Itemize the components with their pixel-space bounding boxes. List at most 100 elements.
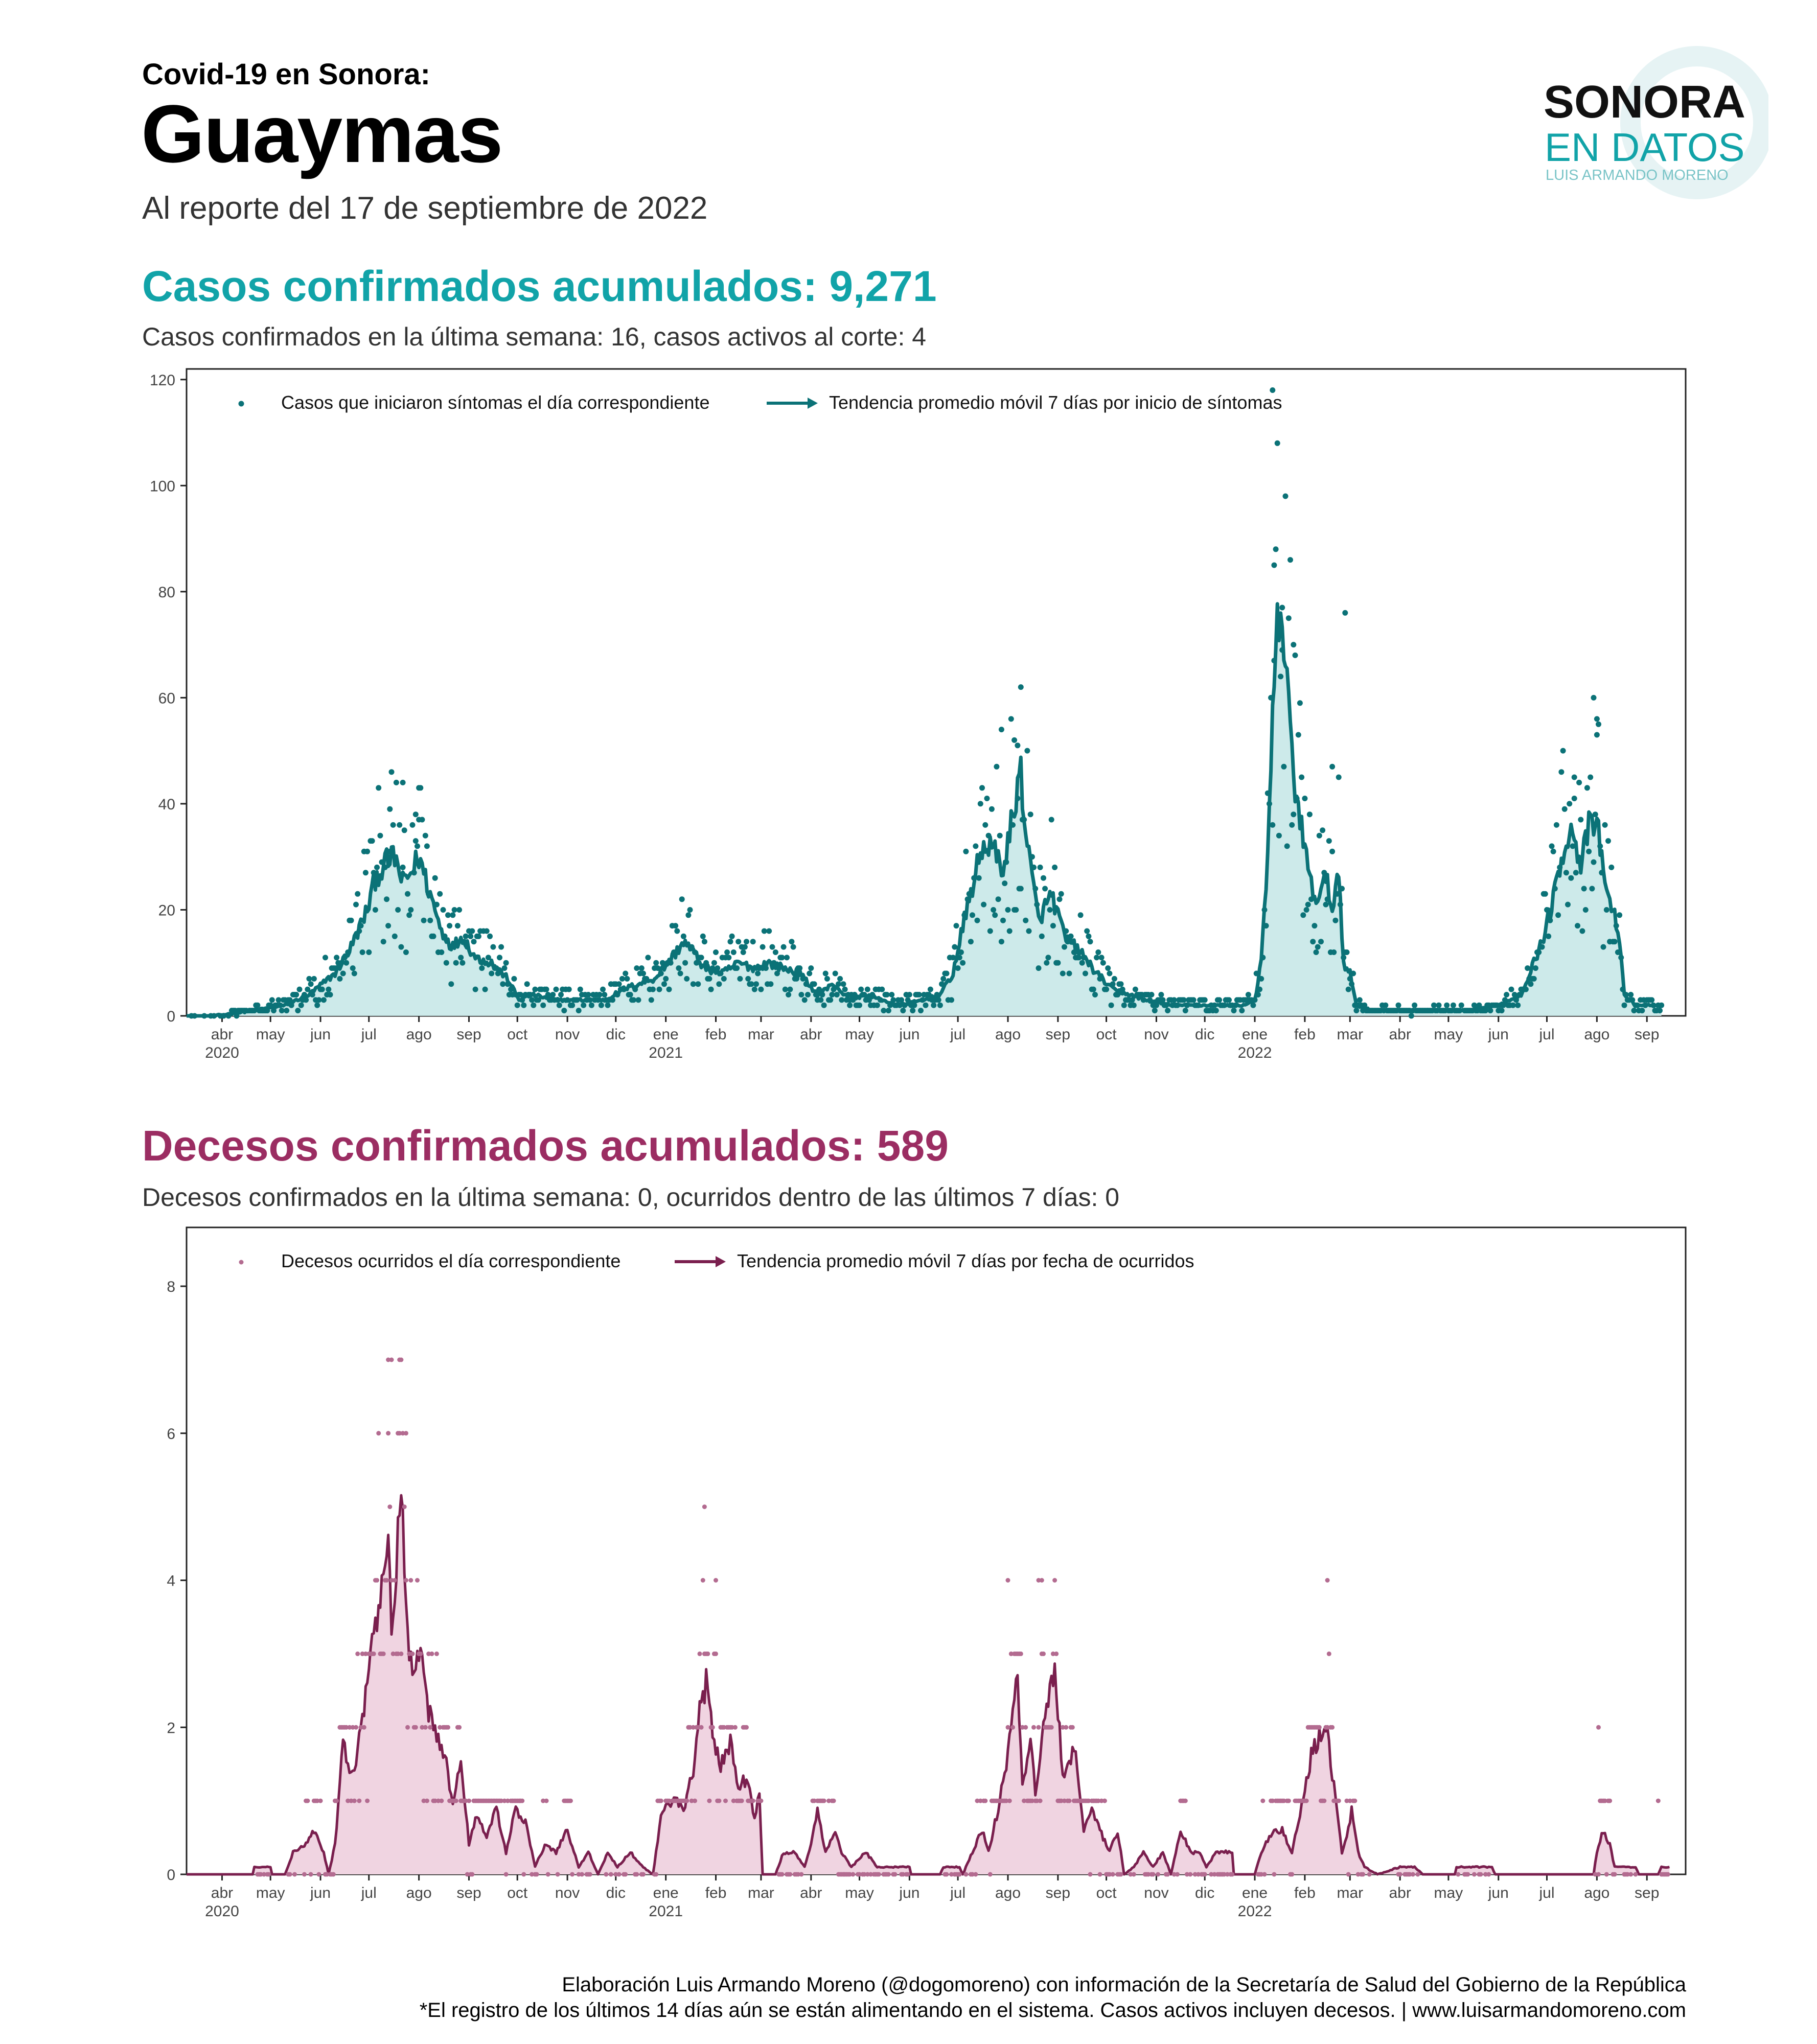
daily-point bbox=[1604, 1872, 1609, 1877]
daily-point bbox=[1171, 997, 1177, 1003]
daily-point bbox=[1222, 1872, 1227, 1877]
x-tick-label: sep bbox=[1635, 1885, 1659, 1901]
daily-point bbox=[949, 997, 954, 1003]
daily-point bbox=[302, 992, 307, 997]
daily-point bbox=[897, 1002, 903, 1008]
legend-arrow-key bbox=[808, 398, 818, 409]
x-tick-label: sep bbox=[456, 1026, 481, 1043]
daily-point bbox=[1334, 891, 1340, 897]
daily-point bbox=[663, 975, 669, 982]
daily-point bbox=[1060, 970, 1066, 977]
daily-point bbox=[1285, 615, 1292, 621]
daily-point bbox=[906, 992, 912, 997]
daily-point bbox=[842, 986, 848, 992]
daily-point bbox=[1121, 1002, 1127, 1008]
daily-point bbox=[1596, 721, 1601, 727]
daily-point bbox=[585, 992, 591, 997]
daily-point bbox=[703, 960, 709, 966]
x-tick-label: ago bbox=[995, 1026, 1021, 1043]
daily-point bbox=[1588, 774, 1594, 780]
daily-point bbox=[564, 997, 570, 1003]
daily-point bbox=[716, 981, 722, 987]
daily-point bbox=[495, 970, 501, 977]
daily-point bbox=[1095, 949, 1101, 955]
daily-point bbox=[1192, 1872, 1198, 1877]
daily-point bbox=[305, 1798, 310, 1803]
daily-point bbox=[1184, 1872, 1189, 1877]
x-tick-label: mar bbox=[748, 1026, 774, 1043]
daily-point bbox=[956, 955, 962, 961]
daily-point bbox=[978, 1798, 983, 1803]
daily-point bbox=[543, 986, 549, 992]
daily-point bbox=[1010, 1725, 1015, 1730]
daily-point bbox=[911, 1002, 917, 1008]
daily-point bbox=[405, 1725, 410, 1730]
x-tick-label: ene bbox=[1242, 1885, 1268, 1901]
daily-point bbox=[1650, 1002, 1657, 1008]
daily-point bbox=[685, 912, 692, 918]
daily-point bbox=[1062, 1798, 1067, 1803]
daily-point bbox=[309, 992, 315, 997]
daily-point bbox=[1034, 901, 1040, 908]
daily-point bbox=[1099, 1798, 1104, 1803]
daily-point bbox=[500, 981, 506, 987]
cases-heading: Casos confirmados acumulados: 9,271 bbox=[142, 262, 937, 310]
daily-point bbox=[502, 1798, 507, 1803]
daily-point bbox=[1065, 939, 1071, 945]
daily-point bbox=[1230, 1872, 1235, 1877]
daily-point bbox=[1010, 822, 1016, 828]
daily-point bbox=[1571, 796, 1577, 801]
daily-point bbox=[458, 955, 464, 961]
x-year-label: 2021 bbox=[649, 1903, 683, 1920]
daily-point bbox=[1041, 1651, 1046, 1656]
daily-point bbox=[760, 944, 766, 950]
daily-point bbox=[964, 896, 971, 902]
daily-point bbox=[790, 944, 796, 950]
daily-point bbox=[432, 1798, 438, 1803]
daily-point bbox=[892, 1872, 898, 1877]
daily-point bbox=[361, 1725, 366, 1730]
daily-point bbox=[1316, 832, 1322, 839]
daily-point bbox=[1226, 997, 1232, 1003]
daily-point bbox=[1291, 642, 1297, 648]
daily-point bbox=[881, 1008, 887, 1014]
x-tick-label: dic bbox=[1195, 1885, 1214, 1901]
daily-point bbox=[358, 1725, 363, 1730]
daily-point bbox=[634, 965, 640, 971]
daily-point bbox=[438, 1725, 443, 1730]
daily-point bbox=[857, 1002, 862, 1008]
daily-point bbox=[1322, 1798, 1327, 1803]
daily-point bbox=[709, 965, 716, 971]
daily-point bbox=[899, 997, 905, 1003]
daily-point bbox=[311, 975, 317, 982]
daily-point bbox=[772, 949, 778, 955]
daily-point bbox=[1362, 1002, 1368, 1008]
daily-point bbox=[338, 960, 344, 966]
daily-point bbox=[421, 1798, 426, 1803]
daily-point bbox=[1339, 886, 1345, 892]
daily-point bbox=[771, 960, 777, 966]
daily-point bbox=[1165, 1872, 1170, 1877]
daily-point bbox=[950, 955, 956, 961]
daily-point bbox=[1067, 1798, 1072, 1803]
daily-point bbox=[424, 1798, 429, 1803]
daily-point bbox=[365, 1798, 370, 1803]
daily-point bbox=[661, 981, 667, 987]
trend-area bbox=[187, 1495, 1670, 1874]
daily-point bbox=[499, 1798, 504, 1803]
daily-point bbox=[385, 923, 392, 929]
daily-point bbox=[1216, 997, 1223, 1003]
daily-point bbox=[465, 1872, 470, 1877]
daily-point bbox=[763, 965, 769, 971]
daily-point bbox=[731, 1798, 736, 1803]
daily-point bbox=[750, 939, 756, 945]
daily-point bbox=[679, 896, 685, 902]
y-tick-label: 0 bbox=[167, 1008, 175, 1025]
daily-point bbox=[927, 986, 933, 992]
daily-point bbox=[428, 1725, 433, 1730]
daily-point bbox=[1444, 1002, 1450, 1008]
daily-point bbox=[997, 832, 1003, 839]
daily-point bbox=[1623, 992, 1629, 997]
daily-point bbox=[353, 901, 359, 908]
daily-point bbox=[352, 1798, 357, 1803]
